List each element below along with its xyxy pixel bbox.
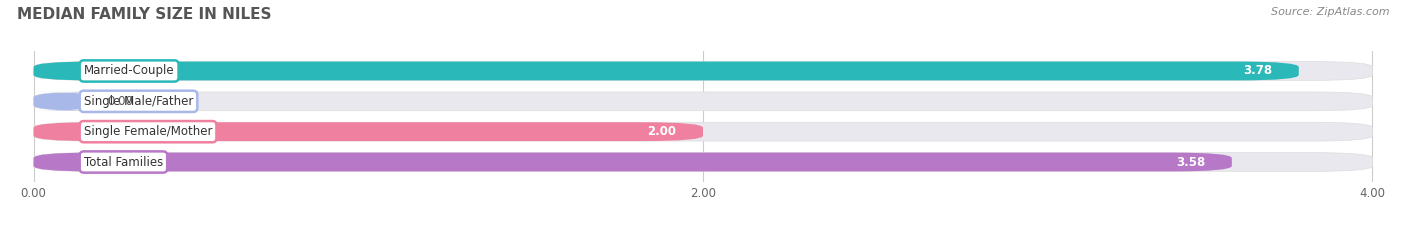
Text: 0.00: 0.00 xyxy=(107,95,134,108)
Text: 3.58: 3.58 xyxy=(1175,155,1205,168)
FancyBboxPatch shape xyxy=(34,153,1372,171)
Text: 3.78: 3.78 xyxy=(1243,65,1272,78)
Text: 2.00: 2.00 xyxy=(647,125,676,138)
Text: Married-Couple: Married-Couple xyxy=(84,65,174,78)
FancyBboxPatch shape xyxy=(34,122,703,141)
FancyBboxPatch shape xyxy=(34,92,1372,111)
Text: MEDIAN FAMILY SIZE IN NILES: MEDIAN FAMILY SIZE IN NILES xyxy=(17,7,271,22)
FancyBboxPatch shape xyxy=(34,122,1372,141)
FancyBboxPatch shape xyxy=(34,62,1372,80)
Text: Source: ZipAtlas.com: Source: ZipAtlas.com xyxy=(1271,7,1389,17)
FancyBboxPatch shape xyxy=(34,153,1232,171)
FancyBboxPatch shape xyxy=(34,92,94,111)
FancyBboxPatch shape xyxy=(34,62,1299,80)
Text: Total Families: Total Families xyxy=(84,155,163,168)
Text: Single Male/Father: Single Male/Father xyxy=(84,95,193,108)
Text: Single Female/Mother: Single Female/Mother xyxy=(84,125,212,138)
